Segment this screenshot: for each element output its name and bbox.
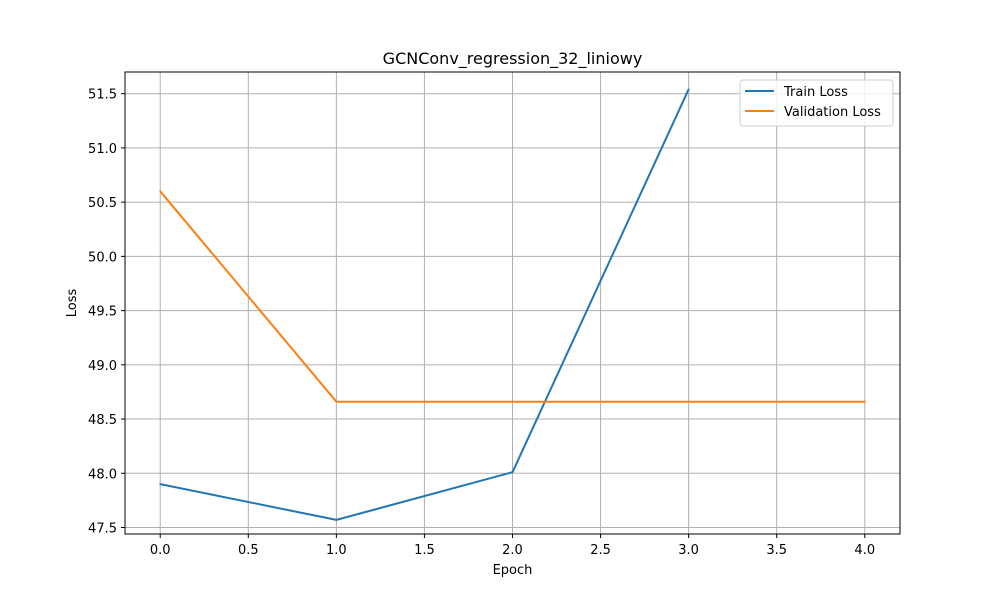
data-point-validation-loss [863,400,866,403]
x-tick-label: 2.0 [502,543,523,558]
data-point-train-loss [511,471,514,474]
y-tick-label: 49.0 [88,359,117,374]
data-point-validation-loss [159,190,162,193]
y-tick-label: 51.5 [88,88,117,103]
series-lines [159,88,866,521]
y-tick-label: 51.0 [88,142,117,157]
data-point-validation-loss [335,400,338,403]
x-tick-label: 4.0 [854,543,875,558]
x-tick-label: 1.5 [414,543,435,558]
data-point-train-loss [687,88,690,91]
plot-frame [124,71,901,535]
x-tick-label: 2.5 [590,543,611,558]
y-axis-label: Loss [65,289,80,318]
x-tick-label: 0.5 [238,543,259,558]
legend-label-train-loss: Train Loss [783,85,848,100]
chart-title: GCNConv_regression_32_liniowy [383,49,643,69]
x-tick-label: 1.0 [326,543,347,558]
y-tick-label: 50.5 [88,196,117,211]
y-tick-label: 50.0 [88,250,117,265]
legend-label-validation-loss: Validation Loss [784,105,881,120]
y-tick-label: 47.5 [88,521,117,536]
x-tick-label: 3.5 [766,543,787,558]
legend: Train Loss Validation Loss [739,79,894,127]
grid [125,72,900,534]
y-tick-label: 49.5 [88,305,117,320]
x-tick-label: 0.0 [150,543,171,558]
x-tick-label: 3.0 [678,543,699,558]
legend-box [739,79,894,127]
series-line-train-loss [160,88,690,521]
y-tick-label: 48.5 [88,413,117,428]
data-point-validation-loss [687,400,690,403]
data-point-validation-loss [511,400,514,403]
x-axis-label: Epoch [493,563,533,578]
data-point-train-loss [335,519,338,521]
axis-ticks: 0.0 0.5 1.0 1.5 2.0 2.5 3.0 3.5 4.0 47.5 48.0 48.5 4… [88,88,875,558]
data-point-train-loss [159,483,162,486]
y-tick-label: 48.0 [88,467,117,482]
